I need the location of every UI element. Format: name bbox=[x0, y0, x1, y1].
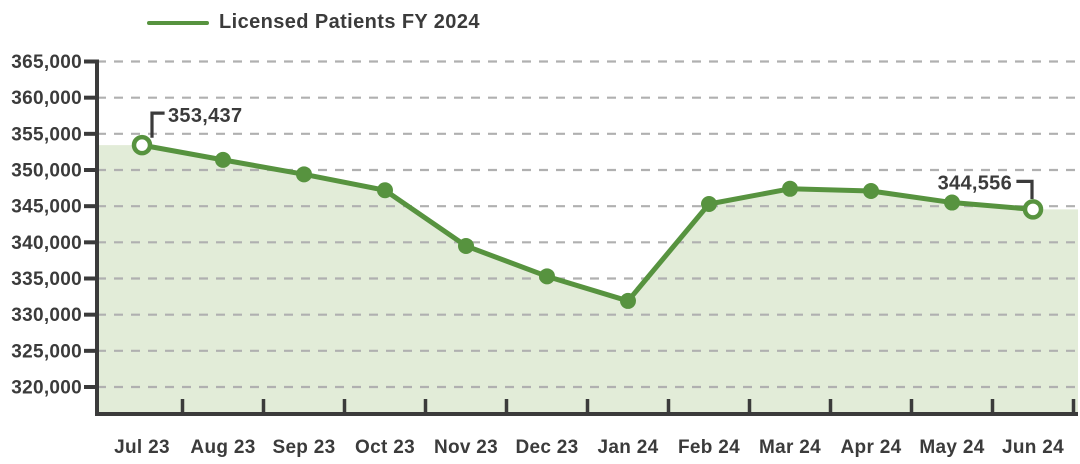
annotation-value: 344,556 bbox=[938, 172, 1012, 194]
data-point-open-marker bbox=[131, 134, 153, 156]
area-fill bbox=[97, 145, 1078, 412]
x-axis-label: Sep 23 bbox=[272, 437, 335, 458]
y-axis-label: 320,000 bbox=[11, 378, 82, 399]
data-point-open-marker bbox=[1022, 199, 1044, 220]
x-axis-label: May 24 bbox=[919, 437, 984, 458]
data-point-marker bbox=[701, 195, 717, 212]
y-axis-label: 350,000 bbox=[11, 161, 82, 182]
legend-label: Licensed Patients FY 2024 bbox=[219, 11, 480, 33]
data-point-marker bbox=[782, 180, 798, 197]
data-point-marker bbox=[539, 268, 555, 285]
data-point-marker bbox=[458, 237, 474, 254]
data-point-marker bbox=[215, 151, 231, 168]
x-axis-label: Feb 24 bbox=[678, 437, 740, 458]
data-point-marker bbox=[944, 194, 960, 211]
x-axis-label: Jun 24 bbox=[1002, 437, 1064, 458]
y-axis-label: 360,000 bbox=[11, 88, 82, 109]
y-axis-label: 335,000 bbox=[11, 269, 82, 290]
data-line bbox=[139, 142, 1036, 304]
x-axis-label: Dec 23 bbox=[515, 437, 578, 458]
y-axis-label: 325,000 bbox=[11, 341, 82, 362]
legend: Licensed Patients FY 2024 bbox=[147, 11, 480, 34]
x-axis-label: Aug 23 bbox=[190, 437, 255, 458]
y-axis-label: 355,000 bbox=[11, 124, 82, 145]
y-axis-label: 330,000 bbox=[11, 305, 82, 326]
x-axis-label: Jan 24 bbox=[598, 437, 659, 458]
annotation-value: 353,437 bbox=[168, 105, 242, 127]
data-point-marker bbox=[620, 292, 636, 309]
x-axis-label: Jul 23 bbox=[114, 437, 170, 458]
x-axis-label: Oct 23 bbox=[355, 437, 415, 458]
x-axis-label: Apr 24 bbox=[841, 437, 902, 458]
data-point-marker bbox=[296, 166, 312, 183]
annotation-bracket bbox=[150, 111, 165, 138]
data-point-marker bbox=[377, 182, 393, 199]
x-axis-label: Mar 24 bbox=[759, 437, 821, 458]
y-axis-label: 365,000 bbox=[11, 52, 82, 73]
x-axis-label: Nov 23 bbox=[434, 437, 498, 458]
legend-line-swatch bbox=[147, 20, 209, 25]
data-point-marker bbox=[863, 182, 879, 199]
y-axis-label: 340,000 bbox=[11, 233, 82, 254]
annotation-bracket bbox=[1016, 179, 1034, 199]
y-axis-label: 345,000 bbox=[11, 197, 82, 218]
